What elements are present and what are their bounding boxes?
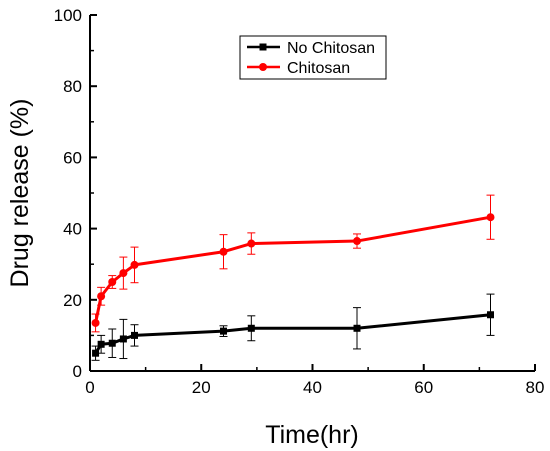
- data-point: [92, 349, 100, 357]
- legend-marker-chitosan: [259, 63, 267, 71]
- series-line-chitosan: [94, 215, 491, 324]
- data-point: [97, 292, 106, 301]
- y-tick-label: 60: [63, 148, 82, 167]
- x-tick-label: 0: [85, 378, 94, 397]
- data-point: [219, 247, 228, 256]
- data-point: [119, 269, 128, 278]
- legend: No Chitosan Chitosan: [239, 35, 387, 80]
- series-line-no-chitosan: [94, 313, 491, 354]
- data-point: [119, 335, 127, 343]
- data-point: [108, 278, 117, 286]
- data-point: [487, 311, 494, 319]
- legend-marker-no-chitosan: [259, 43, 267, 51]
- data-point: [353, 237, 361, 246]
- series-layer: [91, 194, 495, 361]
- data-point: [108, 339, 116, 347]
- data-point: [131, 331, 138, 339]
- legend-box: [239, 35, 387, 80]
- data-point: [247, 324, 255, 332]
- x-tick-label: 40: [303, 378, 322, 397]
- data-point: [130, 260, 139, 269]
- y-axis-ticks: 0 20 40 60 80 100: [54, 6, 97, 381]
- data-point: [97, 340, 105, 348]
- data-point: [353, 324, 361, 332]
- y-tick-label: 0: [73, 362, 82, 381]
- data-point: [220, 327, 227, 335]
- series-no-chitosan: [91, 293, 495, 361]
- data-point: [91, 318, 100, 327]
- x-axis-ticks: 0 20 40 60 80: [85, 364, 544, 397]
- x-tick-label: 60: [414, 378, 433, 397]
- data-point: [247, 239, 256, 248]
- x-tick-label: 20: [192, 378, 211, 397]
- y-axis-title: Drug release (%): [6, 99, 34, 288]
- y-tick-label: 20: [63, 291, 82, 310]
- x-axis-title: Time(hr): [265, 421, 359, 449]
- x-tick-label: 80: [526, 378, 545, 397]
- legend-label-chitosan: Chitosan: [287, 60, 350, 77]
- y-tick-label: 40: [63, 220, 82, 239]
- data-point: [486, 213, 495, 222]
- y-tick-label: 80: [63, 77, 82, 96]
- series-chitosan: [91, 194, 495, 333]
- y-tick-label: 100: [54, 6, 82, 25]
- legend-label-no-chitosan: No Chitosan: [287, 40, 375, 57]
